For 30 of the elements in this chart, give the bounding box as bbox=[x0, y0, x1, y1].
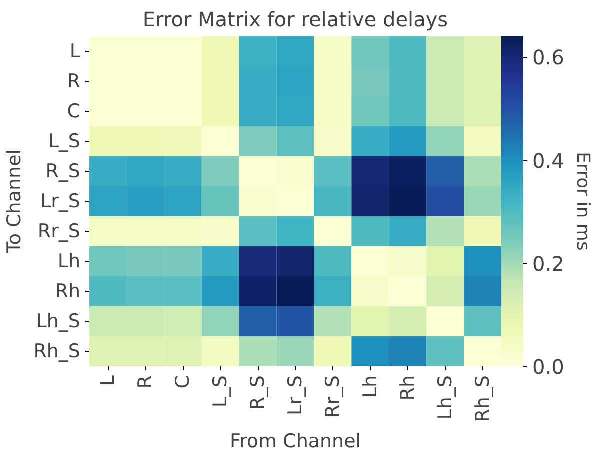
y-tick-label: L_S bbox=[48, 130, 81, 152]
x-tick-label: Rr_S bbox=[322, 375, 344, 418]
y-tick-label: Rh bbox=[55, 280, 81, 302]
x-tick-label: Rh bbox=[396, 375, 419, 401]
y-tick-label: L bbox=[70, 40, 81, 62]
x-tick-label: L bbox=[97, 375, 120, 386]
x-tick-label: C bbox=[172, 375, 194, 389]
x-axis-title: From Channel bbox=[230, 430, 362, 452]
color-bar-label: 0.4 bbox=[532, 148, 564, 173]
x-tick-label: Lr_S bbox=[284, 375, 306, 416]
x-tick-label: R_S bbox=[247, 375, 270, 410]
x-tick-label: Lh_S bbox=[434, 375, 456, 420]
y-tick-label: Lh_S bbox=[36, 310, 81, 332]
y-tick-label: Rr_S bbox=[38, 220, 81, 242]
x-tick-label: R bbox=[134, 376, 157, 389]
x-tick-label: L_S bbox=[210, 375, 232, 408]
y-tick-label: Lr_S bbox=[40, 190, 81, 212]
y-tick-label: Rh_S bbox=[34, 340, 81, 362]
color-bar-label: 0.2 bbox=[532, 252, 564, 276]
y-tick-label: Lh bbox=[58, 250, 81, 272]
y-axis-title: To Channel bbox=[4, 149, 26, 255]
y-tick-label: C bbox=[67, 100, 81, 122]
y-tick-label: R_S bbox=[46, 160, 81, 182]
x-tick-label: Rh_S bbox=[472, 375, 494, 422]
y-tick-label: R bbox=[67, 70, 80, 92]
color-bar-label: 0.0 bbox=[532, 355, 564, 379]
x-tick-label: Lh bbox=[359, 375, 382, 398]
chart-title: Error Matrix for relative delays bbox=[142, 8, 448, 32]
color-bar-label: 0.6 bbox=[532, 46, 564, 70]
color-bar-title: Error in ms bbox=[572, 152, 594, 251]
